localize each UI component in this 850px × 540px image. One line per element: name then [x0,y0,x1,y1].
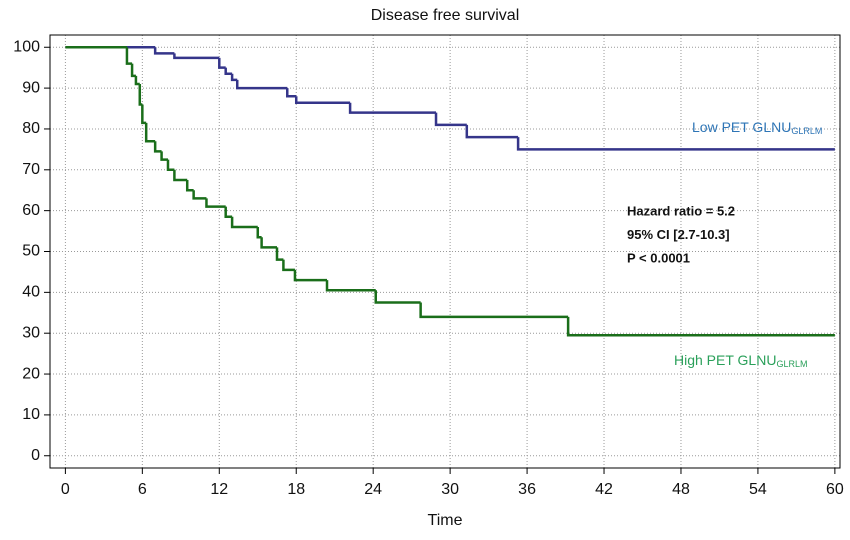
x-tick-label: 0 [61,481,70,498]
y-tick-label: 0 [31,447,40,464]
survival-step [185,180,194,192]
survival-step [173,53,220,60]
series-subscript: GLRLM [776,359,807,369]
survival-step [173,169,188,182]
x-axis-label: Time [428,512,463,529]
series-name: Low PET GLNU [692,119,791,135]
plot-frame [49,34,841,469]
x-tick-label: 12 [210,481,228,498]
annotation: Hazard ratio = 5.2 [627,203,735,218]
x-tick-label: 48 [672,481,690,498]
x-tick-label: 60 [826,481,844,498]
survival-step [130,63,136,78]
survival-step [566,316,835,337]
survival-step [325,280,376,292]
survival-step [153,141,162,153]
survival-step [419,302,569,319]
survival-step [166,159,175,172]
x-tick-label: 6 [138,481,147,498]
annotation: 95% CI [2.7-10.3] [627,227,730,242]
y-tick-label: 20 [22,365,40,382]
y-tick-label: 90 [22,79,40,96]
survival-step [260,237,277,249]
series-label: High PET GLNUGLRLM [674,352,807,370]
survival-step [256,226,262,239]
x-tick-label: 36 [518,481,536,498]
survival-step [192,190,207,200]
survival-step [230,216,258,229]
y-tick-label: 30 [22,324,40,341]
survival-step [141,104,147,125]
survival-step [282,259,295,272]
survival-step [275,247,284,261]
y-tick-label: 60 [22,202,40,219]
survival-step [348,102,437,114]
x-tick-label: 42 [595,481,613,498]
x-tick-label: 30 [441,481,459,498]
y-tick-label: 40 [22,284,40,301]
survival-step [224,206,233,219]
survival-step [160,151,168,161]
y-tick-label: 80 [22,120,40,137]
survival-step [205,198,226,208]
y-tick-label: 70 [22,161,40,178]
y-tick-label: 50 [22,243,40,260]
series-label: Low PET GLNUGLRLM [692,119,822,137]
y-tick-label: 100 [13,38,40,55]
survival-step [218,57,226,69]
annotation: P < 0.0001 [627,250,690,265]
survival-step [293,269,328,282]
survival-step [138,84,143,106]
x-tick-label: 54 [749,481,767,498]
survival-step [286,88,297,98]
x-tick-label: 24 [364,481,382,498]
survival-step [465,124,519,139]
chart-title: Disease free survival [371,7,520,24]
survival-step [235,79,288,90]
survival-step [125,47,133,65]
survival-step [230,73,238,82]
survival-step [516,137,835,151]
y-tick-label: 10 [22,406,40,423]
survival-step [144,122,156,143]
survival-step [374,290,421,304]
series-subscript: GLRLM [791,126,822,136]
survival-step [224,67,233,76]
survival-step [153,47,175,55]
x-tick-label: 18 [287,481,305,498]
survival-step [134,75,140,86]
survival-step [434,112,467,127]
survival-step [294,96,351,105]
series-name: High PET GLNU [674,352,776,368]
